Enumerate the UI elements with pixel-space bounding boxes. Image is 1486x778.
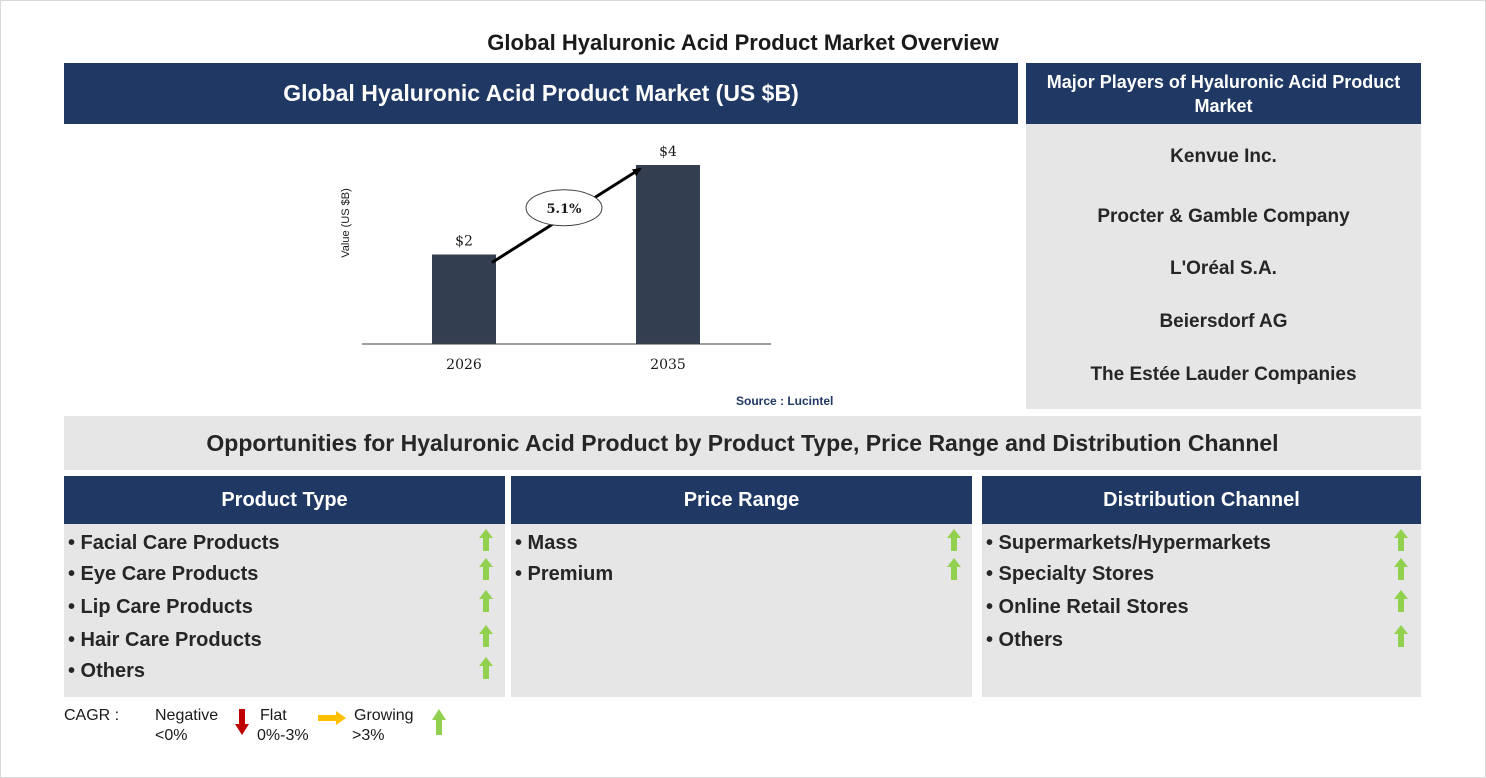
legend-negative-range: <0% — [155, 727, 188, 744]
up-arrow-icon — [1394, 558, 1408, 580]
segment-item: • Facial Care Products — [68, 532, 280, 554]
legend-flat-label: Flat — [260, 707, 287, 724]
up-arrow-icon — [479, 625, 493, 647]
segment-item: • Supermarkets/Hypermarkets — [986, 532, 1271, 554]
legend-flat-range: 0%-3% — [257, 727, 309, 744]
chart-source: Source : Lucintel — [736, 394, 834, 408]
players-list: Kenvue Inc. Procter & Gamble Company L'O… — [1026, 124, 1421, 409]
segment-item: • Others — [68, 660, 146, 682]
up-arrow-icon — [947, 558, 961, 580]
player-item: Procter & Gamble Company — [1097, 206, 1350, 227]
segment-body-distribution-channel: • Supermarkets/Hypermarkets • Specialty … — [982, 524, 1421, 697]
legend-negative-label: Negative — [155, 707, 219, 724]
up-arrow-icon — [432, 709, 446, 735]
bar-2026 — [432, 254, 496, 344]
bar-2035 — [636, 165, 700, 344]
player-item: Beiersdorf AG — [1159, 311, 1288, 332]
segment-body-product-type: • Facial Care Products • Eye Care Produc… — [64, 524, 505, 697]
up-arrow-icon — [1394, 625, 1408, 647]
page-title: Global Hyaluronic Acid Product Market Ov… — [487, 30, 999, 55]
segment-item: • Online Retail Stores — [986, 596, 1189, 618]
legend-growing-label: Growing — [354, 707, 414, 724]
player-item: Kenvue Inc. — [1170, 146, 1277, 167]
bar-value-label: $4 — [659, 144, 677, 160]
legend-title: CAGR : — [64, 707, 120, 724]
segment-item: • Hair Care Products — [68, 629, 262, 651]
cagr-bubble — [525, 189, 603, 227]
up-arrow-icon — [479, 529, 493, 551]
player-item: L'Oréal S.A. — [1170, 258, 1277, 279]
segment-item: • Mass — [515, 532, 578, 554]
bar-value-label: $2 — [455, 234, 473, 250]
up-arrow-icon — [947, 529, 961, 551]
player-item: The Estée Lauder Companies — [1090, 364, 1357, 385]
segment-body-price-range: • Mass • Premium — [511, 524, 972, 697]
down-arrow-icon — [235, 709, 249, 735]
segment-header-price-range: Price Range — [511, 476, 972, 524]
x-tick-label: 2026 — [446, 357, 482, 373]
up-arrow-icon — [1394, 529, 1408, 551]
segment-header-distribution-channel: Distribution Channel — [982, 476, 1421, 524]
segment-item: • Specialty Stores — [986, 563, 1155, 585]
segment-item: • Lip Care Products — [68, 596, 253, 618]
up-arrow-icon — [479, 657, 493, 679]
cagr-label: 5.1% — [547, 202, 583, 217]
y-axis-label: Value (US $B) — [340, 188, 352, 258]
players-header: Major Players of Hyaluronic Acid Product… — [1026, 63, 1421, 124]
segment-header-product-type: Product Type — [64, 476, 505, 524]
market-bar-chart: Value (US $B) $2 2026 $4 2035 5.1% — [340, 144, 771, 373]
legend-growing-range: >3% — [352, 727, 385, 744]
opportunities-banner: Opportunities for Hyaluronic Acid Produc… — [64, 416, 1421, 470]
chart-header: Global Hyaluronic Acid Product Market (U… — [64, 63, 1018, 124]
up-arrow-icon — [479, 590, 493, 612]
up-arrow-icon — [479, 558, 493, 580]
x-tick-label: 2035 — [650, 357, 686, 373]
segment-item: • Others — [986, 629, 1064, 651]
segment-item: • Premium — [515, 563, 614, 585]
right-arrow-icon — [318, 711, 346, 725]
up-arrow-icon — [1394, 590, 1408, 612]
segment-item: • Eye Care Products — [68, 563, 259, 585]
